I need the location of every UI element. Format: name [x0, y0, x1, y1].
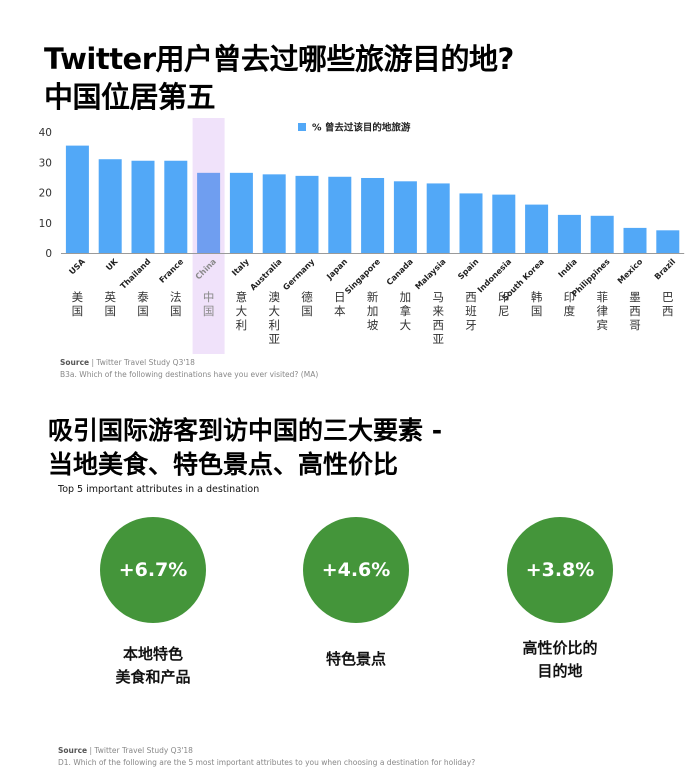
y-tick-label: 40: [39, 127, 52, 139]
x-tick-label-zh: 泰国: [137, 290, 149, 318]
source-label: Source: [60, 358, 90, 367]
x-tick-label-zh: 德国: [301, 290, 313, 318]
x-tick-label: Canada: [385, 257, 415, 287]
x-tick-label: Spain: [456, 257, 480, 281]
x-tick-label: Malaysia: [413, 257, 447, 291]
bar: [229, 172, 253, 253]
x-tick-label: India: [557, 257, 579, 279]
x-tick-label-zh: 韩国: [531, 290, 543, 318]
bar: [262, 174, 286, 253]
x-tick-label-zh: 西班牙: [465, 290, 477, 332]
destination-bar-chart: 010203040USA美国UK英国Thailand泰国France法国Chin…: [39, 118, 685, 354]
bar: [459, 193, 483, 253]
attribute-label-value: 高性价比的 目的地: [522, 639, 598, 680]
x-tick-label: Thailand: [119, 257, 153, 291]
x-tick-label: Mexico: [616, 257, 645, 286]
x-tick-label: Japan: [324, 257, 349, 282]
x-tick-label: Australia: [248, 257, 283, 292]
chart-title: Twitter用户曾去过哪些旅游目的地? 中国位居第五: [44, 42, 514, 114]
x-tick-label: France: [158, 257, 186, 285]
bar: [65, 145, 89, 253]
x-tick-label-zh: 意大利: [236, 290, 248, 332]
x-tick-label-zh: 巴西: [662, 290, 674, 318]
x-tick-label: USA: [67, 256, 87, 276]
x-tick-label-zh: 菲律宾: [596, 290, 608, 332]
bar: [164, 160, 188, 253]
source-label-2: Source: [58, 746, 88, 755]
attribute-circle-value: +3.8%: [507, 517, 613, 623]
legend-swatch: [298, 123, 306, 131]
survey-question-2: D1. Which of the following are the 5 mos…: [58, 758, 476, 767]
x-tick-label: Germany: [281, 257, 317, 293]
survey-question: B3a. Which of the following destinations…: [60, 370, 319, 379]
bar: [361, 177, 385, 253]
bar: [656, 230, 680, 253]
bar: [557, 214, 581, 253]
bar: [393, 181, 417, 253]
x-tick-label-zh: 新加坡: [367, 290, 379, 332]
x-tick-label: UK: [104, 256, 120, 272]
attribute-label-food: 本地特色 美食和产品: [115, 645, 191, 686]
y-tick-label: 20: [39, 188, 52, 200]
attribute-circle-attractions: +4.6%: [303, 517, 409, 623]
chart-source: Source | Twitter Travel Study Q3'18 B3a.…: [60, 357, 318, 381]
y-tick-label: 30: [39, 157, 52, 169]
x-tick-label-zh: 日本: [334, 290, 346, 318]
y-tick-label: 0: [45, 248, 52, 260]
x-tick-label-zh: 澳大利亚: [268, 290, 280, 346]
attributes-subtitle: Top 5 important attributes in a destinat…: [58, 484, 260, 495]
bar: [131, 160, 155, 253]
source-text-2: | Twitter Travel Study Q3'18: [89, 746, 193, 755]
attributes-title: 吸引国际游客到访中国的三大要素 - 当地美食、特色景点、高性价比: [48, 416, 443, 479]
x-tick-label-zh: 美国: [72, 290, 84, 318]
attributes-source: Source | Twitter Travel Study Q3'18 D1. …: [58, 745, 475, 769]
x-tick-label-zh: 墨西哥: [629, 290, 641, 332]
x-tick-label-zh: 英国: [104, 290, 116, 318]
x-tick-label-zh: 法国: [170, 290, 182, 318]
x-tick-label-zh: 中国: [203, 290, 215, 318]
x-tick-label: Brazil: [653, 257, 678, 282]
bar: [623, 227, 647, 253]
x-tick-label-zh: 印度: [564, 290, 576, 318]
source-text: | Twitter Travel Study Q3'18: [91, 358, 195, 367]
bar: [295, 175, 319, 253]
bar: [525, 204, 549, 253]
bar: [492, 194, 516, 253]
legend-label: % 曾去过该目的地旅游: [312, 122, 411, 134]
attribute-label-attractions: 特色景点: [325, 650, 386, 668]
x-tick-label-zh: 马来西亚: [432, 290, 444, 346]
bar: [426, 183, 450, 253]
attribute-circle-food: +6.7%: [100, 517, 206, 623]
x-tick-label-zh: 加拿大: [400, 290, 412, 332]
x-tick-label: Italy: [230, 256, 251, 277]
bar: [328, 176, 352, 253]
y-tick-label: 10: [39, 218, 52, 230]
bar: [98, 159, 122, 253]
x-tick-label-zh: 印尼: [498, 290, 510, 318]
bar: [590, 215, 614, 253]
bar: [197, 172, 221, 253]
